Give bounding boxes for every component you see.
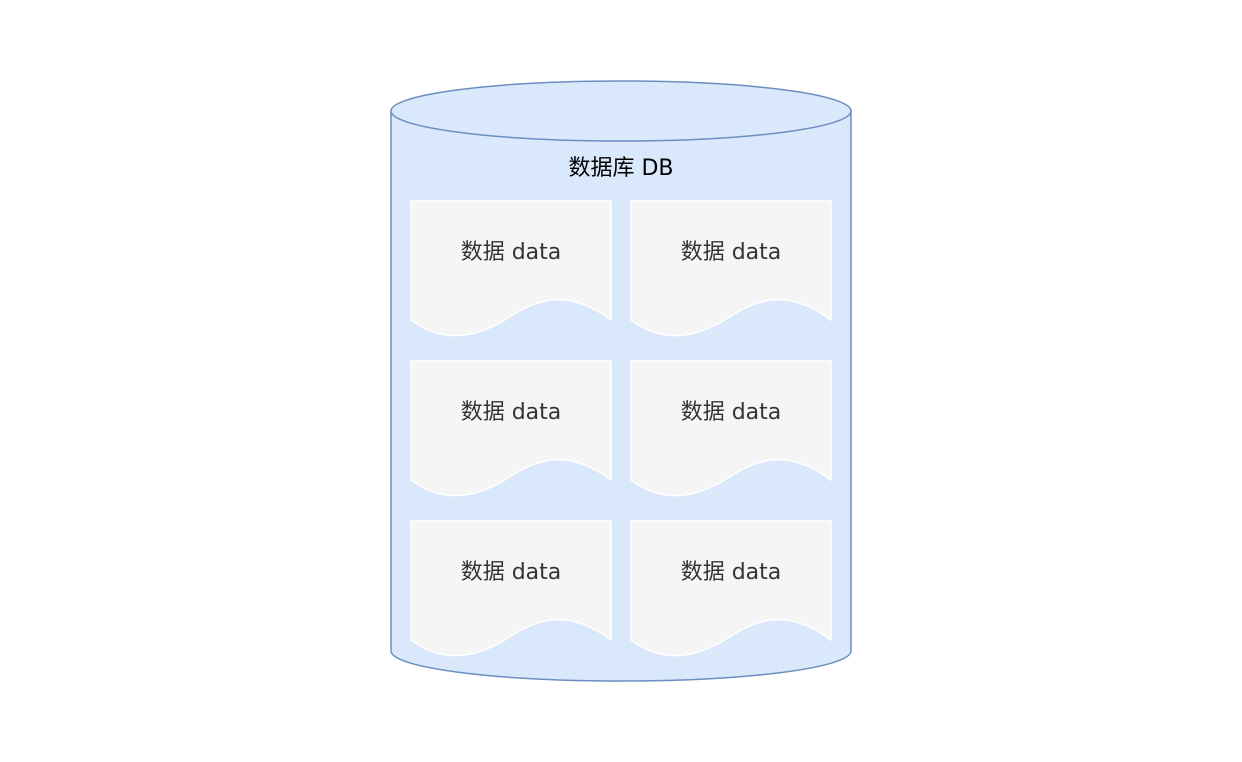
document-shape: 数据 data (410, 520, 612, 657)
document-shape: 数据 data (410, 200, 612, 337)
document-body (630, 360, 832, 497)
document-shape: 数据 data (630, 200, 832, 337)
document-body (410, 200, 612, 337)
document-label: 数据 data (461, 400, 562, 425)
database-label: 数据库 DB (568, 156, 673, 181)
document-label: 数据 data (681, 560, 782, 585)
document-grid: 数据 data 数据 data 数据 data 数据 data 数据 data … (410, 200, 832, 657)
document-label: 数据 data (461, 560, 562, 585)
document-shape: 数据 data (630, 520, 832, 657)
document-body (410, 520, 612, 657)
document-label: 数据 data (681, 240, 782, 265)
cylinder-top (390, 80, 852, 142)
document-body (630, 200, 832, 337)
document-shape: 数据 data (630, 360, 832, 497)
document-label: 数据 data (681, 400, 782, 425)
document-body (410, 360, 612, 497)
document-body (630, 520, 832, 657)
document-label: 数据 data (461, 240, 562, 265)
document-shape: 数据 data (410, 360, 612, 497)
